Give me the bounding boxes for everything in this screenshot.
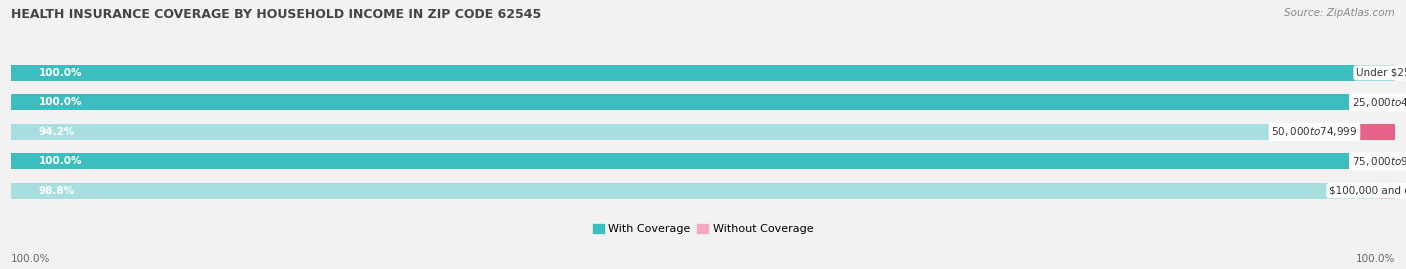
Text: 100.0%: 100.0%	[1355, 254, 1395, 264]
Bar	[1378, 183, 1406, 199]
Bar	[11, 65, 1395, 81]
Text: 98.8%: 98.8%	[39, 186, 75, 196]
Text: $75,000 to $99,999: $75,000 to $99,999	[1351, 155, 1406, 168]
Bar	[11, 94, 1395, 111]
Text: $50,000 to $74,999: $50,000 to $74,999	[1271, 125, 1358, 138]
Text: 100.0%: 100.0%	[39, 97, 83, 107]
Text: Under $25,000: Under $25,000	[1355, 68, 1406, 78]
Bar	[11, 124, 1395, 140]
Bar	[1395, 65, 1406, 81]
Legend: With Coverage, Without Coverage: With Coverage, Without Coverage	[588, 219, 818, 239]
Bar	[11, 124, 1315, 140]
Text: $100,000 and over: $100,000 and over	[1329, 186, 1406, 196]
Bar	[11, 153, 1395, 169]
Bar	[11, 65, 1395, 81]
Bar	[11, 183, 1395, 199]
Text: 100.0%: 100.0%	[39, 68, 83, 78]
Text: 94.2%: 94.2%	[39, 127, 75, 137]
Bar	[1395, 94, 1406, 111]
Text: 100.0%: 100.0%	[39, 156, 83, 166]
Text: $25,000 to $49,999: $25,000 to $49,999	[1351, 96, 1406, 109]
Bar	[11, 183, 1378, 199]
Bar	[1395, 153, 1406, 169]
Text: Source: ZipAtlas.com: Source: ZipAtlas.com	[1284, 8, 1395, 18]
Bar	[11, 94, 1395, 111]
Bar	[11, 153, 1395, 169]
Bar	[1315, 124, 1395, 140]
Text: 100.0%: 100.0%	[11, 254, 51, 264]
Text: HEALTH INSURANCE COVERAGE BY HOUSEHOLD INCOME IN ZIP CODE 62545: HEALTH INSURANCE COVERAGE BY HOUSEHOLD I…	[11, 8, 541, 21]
